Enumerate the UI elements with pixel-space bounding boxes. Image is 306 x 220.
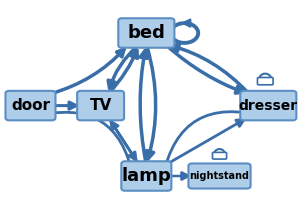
- Text: lamp: lamp: [121, 167, 171, 185]
- FancyBboxPatch shape: [77, 91, 124, 120]
- Text: door: door: [11, 98, 50, 113]
- Text: nightstand: nightstand: [189, 171, 249, 181]
- FancyBboxPatch shape: [121, 161, 171, 191]
- FancyBboxPatch shape: [212, 152, 227, 159]
- FancyBboxPatch shape: [118, 18, 174, 48]
- Text: bed: bed: [127, 24, 165, 42]
- FancyBboxPatch shape: [188, 163, 251, 189]
- FancyBboxPatch shape: [257, 77, 273, 85]
- Text: dresser: dresser: [239, 99, 298, 113]
- Text: TV: TV: [89, 98, 112, 113]
- FancyBboxPatch shape: [240, 91, 296, 120]
- FancyBboxPatch shape: [6, 91, 55, 120]
